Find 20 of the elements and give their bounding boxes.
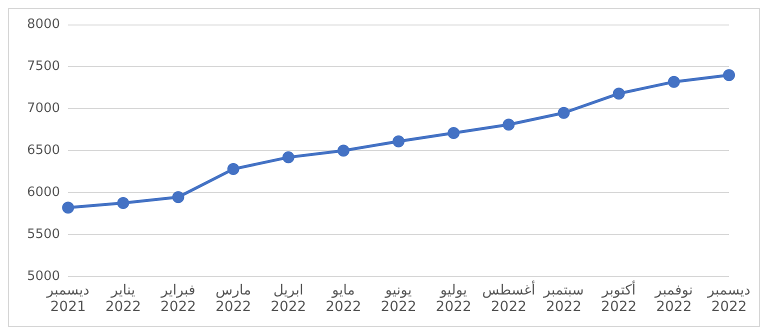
point — [502, 118, 515, 131]
y-tick-label: 8000 — [26, 17, 60, 32]
point — [172, 191, 184, 204]
point — [117, 197, 130, 210]
y-tick-label: 6500 — [26, 142, 60, 158]
point — [558, 106, 570, 119]
point — [337, 144, 350, 157]
y-tick-label: 7500 — [26, 59, 60, 74]
point — [282, 151, 294, 164]
point — [612, 88, 625, 100]
point — [723, 69, 735, 82]
point — [227, 163, 240, 176]
y-tick-label: 5000 — [26, 268, 60, 284]
point — [62, 202, 74, 214]
y-tick-label: 7000 — [26, 101, 60, 116]
point — [448, 126, 460, 139]
y-tick-label: 6000 — [26, 184, 60, 200]
point — [392, 135, 405, 148]
point — [668, 76, 680, 88]
y-tick-label: 5500 — [26, 226, 60, 242]
